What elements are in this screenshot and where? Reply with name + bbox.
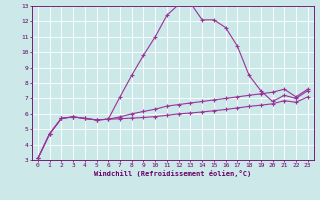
X-axis label: Windchill (Refroidissement éolien,°C): Windchill (Refroidissement éolien,°C) xyxy=(94,170,252,177)
